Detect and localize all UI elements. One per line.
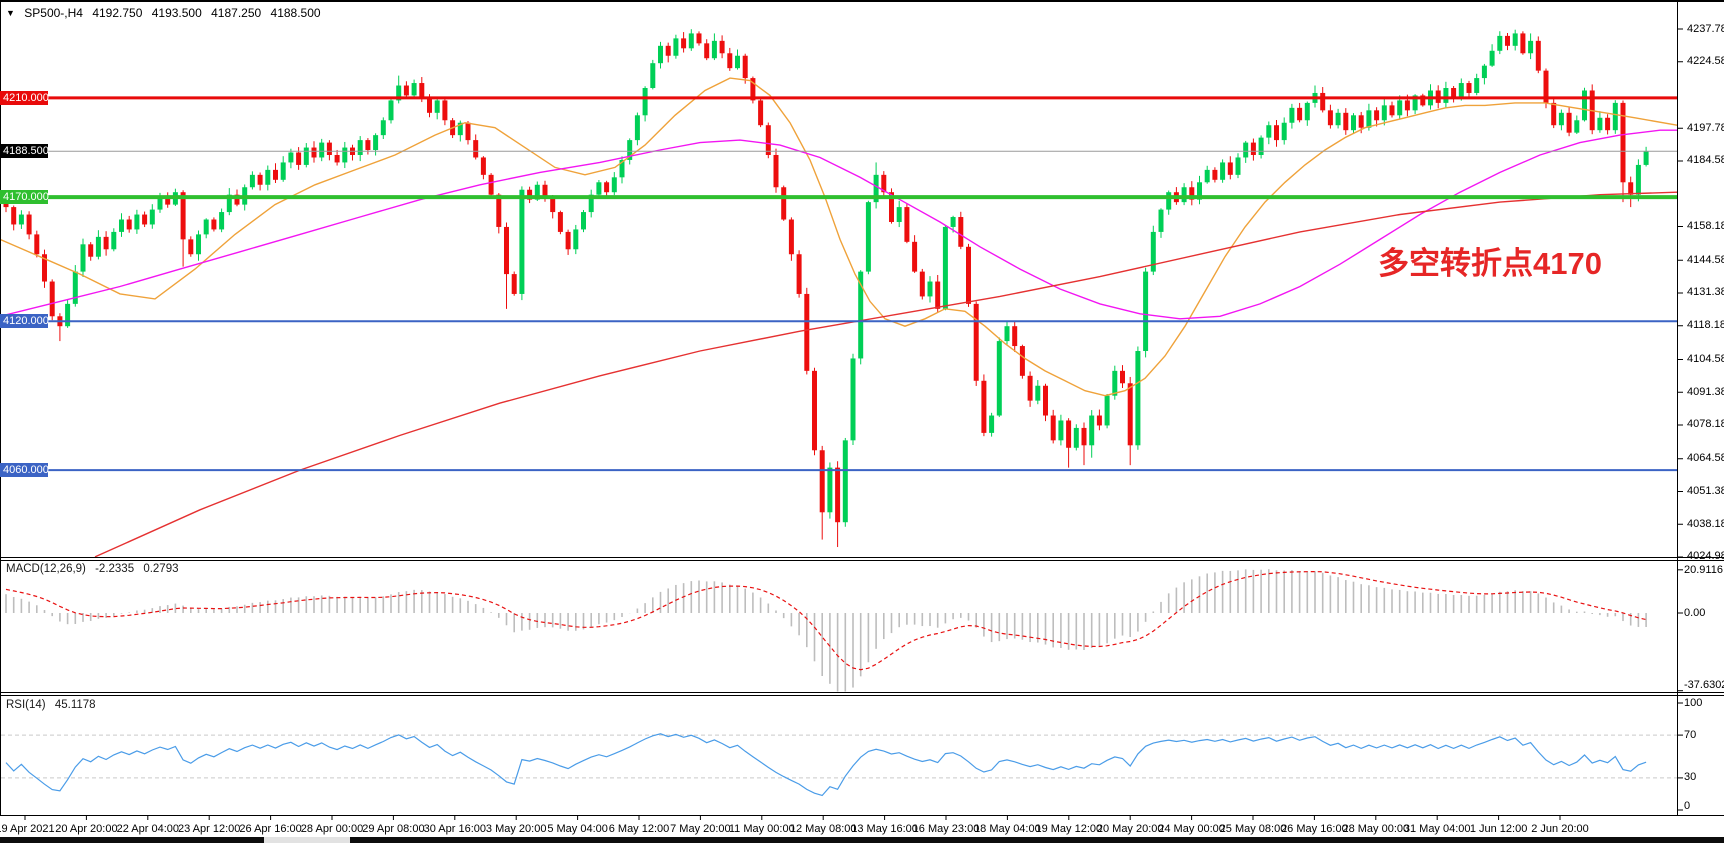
x-axis-label: 22 Apr 04:00 xyxy=(116,823,179,835)
ma-mid-magenta xyxy=(0,129,1677,320)
x-axis-label: 24 May 00:00 xyxy=(1158,823,1225,835)
price-level-badge: 4060.000 xyxy=(0,463,49,478)
x-axis-label: 30 Apr 16:00 xyxy=(423,823,486,835)
x-axis-label: 23 Apr 12:00 xyxy=(177,823,241,835)
price-axis-border xyxy=(1677,0,1678,816)
window-top-border xyxy=(0,0,1724,2)
rsi-axis-label: 100 xyxy=(1684,696,1703,709)
ma-slow-red xyxy=(94,191,1678,558)
rsi-top-border xyxy=(0,695,1724,696)
x-axis-label: 5 May 04:00 xyxy=(547,823,608,835)
macd-signal-value: 0.2793 xyxy=(143,563,179,575)
macd-bottom-border xyxy=(0,692,1724,693)
price-level-badge: 4120.000 xyxy=(0,314,49,329)
x-axis-label: 1 Jun 12:00 xyxy=(1469,823,1528,835)
rsi-value: 45.1178 xyxy=(54,699,96,711)
rsi-axis-label: 30 xyxy=(1684,771,1697,784)
price-axis-label: 4104.580 xyxy=(1687,352,1724,365)
macd-top-border xyxy=(0,560,1724,561)
plot-left-border xyxy=(0,0,1,816)
macd-histogram xyxy=(5,569,1647,692)
price-axis-label: 4158.180 xyxy=(1687,220,1724,232)
x-axis-label: 26 May 16:00 xyxy=(1281,823,1348,835)
macd-main-value: -2.2335 xyxy=(95,563,135,575)
x-axis-label: 20 Apr 20:00 xyxy=(55,823,118,835)
rsi-bottom-border xyxy=(0,815,1724,816)
price-axis-label: 4131.380 xyxy=(1687,286,1724,299)
x-axis-label: 18 May 04:00 xyxy=(974,823,1041,835)
price-axis-label: 4144.580 xyxy=(1687,253,1724,266)
open-value: 4192.750 xyxy=(92,6,143,20)
price-level-badge: 4170.000 xyxy=(0,190,49,205)
x-axis-label: 20 May 20:00 xyxy=(1096,823,1164,835)
rsi-axis-label: 70 xyxy=(1684,728,1697,741)
x-axis-label: 29 Apr 08:00 xyxy=(362,823,425,835)
x-axis-label: 16 May 23:00 xyxy=(912,823,980,835)
x-axis-label: 25 May 08:00 xyxy=(1219,823,1287,835)
price-axis-label: 4184.580 xyxy=(1687,154,1724,167)
price-axis-label: 4064.580 xyxy=(1687,452,1724,465)
macd-axis-label: 0.00 xyxy=(1684,606,1706,619)
x-axis-label: 28 Apr 00:00 xyxy=(300,823,364,835)
price-axis-label: 4078.180 xyxy=(1687,418,1724,431)
rsi-name: RSI(14) xyxy=(6,699,46,711)
price-axis-label: 4038.180 xyxy=(1687,517,1724,530)
x-axis-label: 12 May 08:00 xyxy=(789,823,857,835)
x-axis-label: 11 May 00:00 xyxy=(728,823,795,835)
price-axis-label: 4224.580 xyxy=(1687,55,1724,68)
x-axis-label: 2 Jun 20:00 xyxy=(1531,823,1589,835)
price-axis-label: 4051.380 xyxy=(1687,484,1724,497)
rsi-line xyxy=(5,733,1647,797)
x-axis-label: 3 May 20:00 xyxy=(485,823,547,835)
macd-name: MACD(12,26,9) xyxy=(6,563,86,575)
rsi-layer xyxy=(1,733,1677,797)
collapse-triangle-icon[interactable]: ▼ xyxy=(6,8,15,18)
x-axis-label: 13 May 16:00 xyxy=(851,823,918,835)
low-value: 4187.250 xyxy=(211,6,262,20)
price-axis-label: 4118.180 xyxy=(1687,319,1724,332)
rsi-label: RSI(14) 45.1178 xyxy=(6,699,102,711)
x-axis-label: 7 May 20:00 xyxy=(670,823,731,835)
macd-label: MACD(12,26,9) -2.2335 0.2793 xyxy=(6,563,185,575)
current-price-badge: 4188.500 xyxy=(0,144,49,159)
macd-axis-label: -37.6302 xyxy=(1684,678,1724,691)
price-level-badge: 4210.000 xyxy=(0,90,49,105)
price-axis-label: 4091.380 xyxy=(1687,385,1724,398)
close-value: 4188.500 xyxy=(270,6,321,20)
ma-fast-orange xyxy=(0,77,1678,397)
price-axis-label: 4237.780 xyxy=(1687,22,1724,35)
price-axis-label: 4197.780 xyxy=(1687,121,1724,134)
high-value: 4193.500 xyxy=(151,6,202,20)
price-axis-label: 4024.980 xyxy=(1687,550,1724,563)
x-axis-label: 26 Apr 16:00 xyxy=(239,823,302,835)
scrollbar-thumb[interactable] xyxy=(264,837,350,843)
x-axis-label: 19 May 12:00 xyxy=(1035,823,1103,835)
x-axis-label: 31 May 04:00 xyxy=(1403,823,1471,835)
main-bottom-border xyxy=(0,557,1724,558)
chart-header: ▼ SP500-,H4 4192.750 4193.500 4187.250 4… xyxy=(6,6,327,20)
rsi-axis-label: 0 xyxy=(1684,799,1691,812)
x-axis-label: 6 May 12:00 xyxy=(608,823,670,835)
x-axis-label: 28 May 00:00 xyxy=(1342,823,1410,835)
levels-layer[interactable] xyxy=(1,96,1677,472)
bottom-scrollbar[interactable] xyxy=(0,837,1724,843)
chart-annotation-text[interactable]: 多空转折点4170 xyxy=(1378,246,1602,281)
x-axis-label: 19 Apr 2021 xyxy=(0,823,55,835)
macd-signal-line xyxy=(5,570,1647,671)
symbol-period-label: SP500-,H4 xyxy=(24,6,83,20)
macd-axis-label: 20.9116 xyxy=(1684,563,1723,576)
